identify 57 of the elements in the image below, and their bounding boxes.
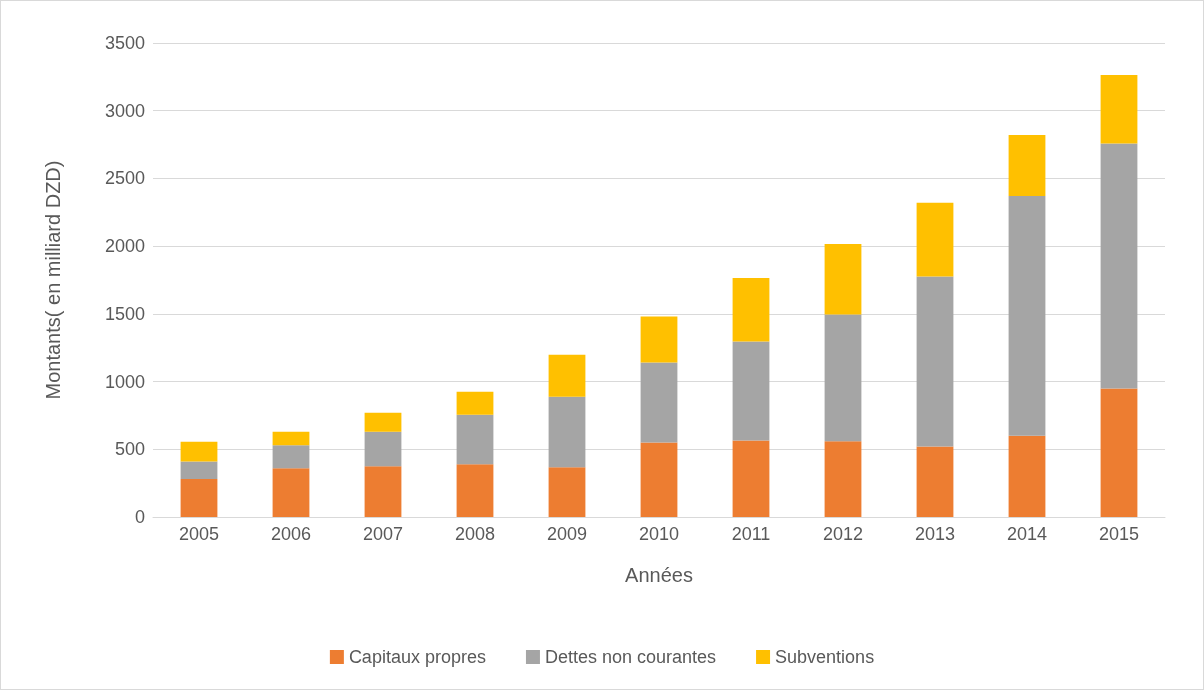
bar	[640, 316, 678, 363]
bar	[272, 468, 310, 517]
x-tick-label: 2008	[454, 524, 496, 544]
bar	[640, 362, 678, 443]
bar	[272, 445, 310, 469]
x-tick-label: 2007	[362, 524, 404, 544]
y-tick-label: 500	[114, 439, 145, 460]
y-tick-label: 3000	[104, 100, 145, 121]
x-tick-label: 2006	[270, 524, 312, 544]
bar	[1100, 388, 1138, 517]
legend-label: Dettes non courantes	[544, 647, 717, 667]
bar	[364, 466, 402, 517]
bar	[1008, 196, 1046, 436]
x-tick-label: 2009	[546, 524, 588, 544]
legend-label: Capitaux propres	[348, 647, 486, 667]
y-tick-label: 2000	[104, 236, 145, 257]
bar	[548, 354, 586, 397]
bar	[180, 479, 218, 517]
x-tick-label: 2012	[822, 524, 864, 544]
bar	[1100, 75, 1138, 144]
bar	[1100, 143, 1138, 389]
x-tick-label: 2005	[178, 524, 220, 544]
bar	[180, 441, 218, 462]
bar	[180, 461, 218, 480]
legend-label: Subventions	[775, 647, 875, 667]
bar	[640, 442, 678, 517]
bar	[824, 244, 862, 315]
bar	[732, 440, 770, 517]
x-tick-label: 2013	[914, 524, 956, 544]
bar	[456, 414, 494, 465]
bar	[916, 202, 954, 277]
x-tick-label: 2014	[1006, 524, 1048, 544]
bar	[1008, 135, 1046, 197]
bar	[548, 396, 586, 468]
bar	[916, 276, 954, 447]
bar	[456, 464, 494, 517]
bar	[456, 391, 494, 415]
x-tick-label: 2010	[638, 524, 680, 544]
bar	[824, 441, 862, 517]
y-tick-label: 0	[134, 507, 145, 527]
bar	[916, 446, 954, 517]
bar	[548, 467, 586, 517]
x-tick-label: 2011	[731, 524, 771, 544]
y-tick-label: 3500	[104, 33, 145, 53]
bar	[732, 341, 770, 441]
bar	[732, 277, 770, 342]
bar	[364, 431, 402, 467]
x-tick-label: 2015	[1098, 524, 1140, 544]
bar	[364, 412, 402, 432]
bar	[1008, 435, 1046, 517]
bar	[272, 431, 310, 446]
y-tick-label: 1000	[104, 371, 145, 392]
y-axis-title: Montants( en milliard DZD)	[42, 160, 64, 400]
bar	[824, 314, 862, 442]
x-axis-title: Années	[625, 564, 693, 586]
y-tick-label: 1500	[104, 303, 145, 324]
y-tick-label: 2500	[104, 168, 145, 189]
